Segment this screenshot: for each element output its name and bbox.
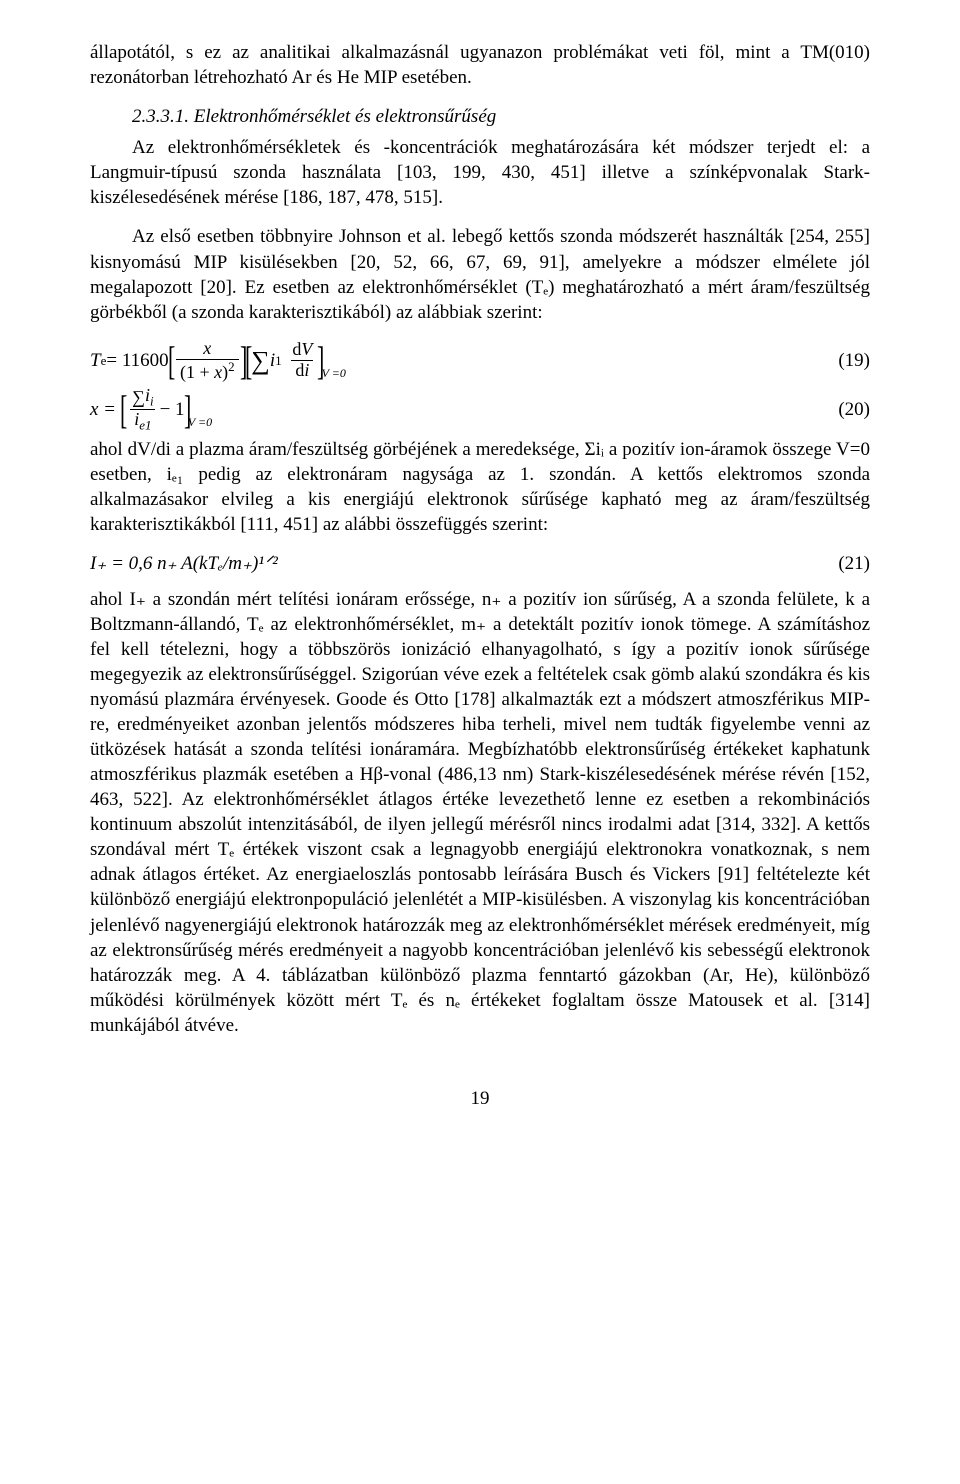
eq20-bracket-sub: V =0 — [188, 392, 212, 428]
paragraph-intro: állapotától, s ez az analitikai alkalmaz… — [90, 40, 870, 90]
page-number: 19 — [90, 1086, 870, 1111]
eq19-dV-V: V — [301, 339, 312, 359]
bracket-open-icon: [ — [245, 343, 252, 379]
sigma-icon: ∑ — [132, 387, 145, 407]
eq19-T: T — [90, 348, 101, 373]
eq20-sum-sub: i — [150, 394, 154, 409]
eq19-dV-d: d — [292, 339, 301, 359]
bracket-close-icon: ] — [184, 392, 191, 428]
eq19-sum-sub: 1 — [275, 352, 282, 369]
eq19-bracket-sub: V =0 — [322, 343, 346, 379]
eq19-di-i: i — [304, 360, 309, 380]
paragraph-2a: Az elektronhőmérsékletek és -koncentráci… — [90, 135, 870, 210]
eq19-di-d: d — [295, 360, 304, 380]
equation-20: x = [ ∑ii ie1 − 1 ] V =0 (20) — [90, 386, 870, 433]
equation-21: I₊ = 0,6 n₊ A(kTₑ/m₊)¹ᐟ² (21) — [90, 551, 870, 576]
eq20-lhs: x = — [90, 397, 116, 422]
eq20-number: (20) — [838, 397, 870, 422]
bracket-close-icon: ] — [317, 343, 324, 379]
eq19-frac1-num: x — [199, 339, 215, 359]
eq21-number: (21) — [838, 551, 870, 576]
eq19-frac1: x (1 + x)2 — [176, 339, 239, 383]
eq19-den-sup: 2 — [228, 359, 235, 374]
eq19-den-pre: (1 + — [180, 362, 214, 382]
eq19-frac2-num: dV — [288, 340, 316, 360]
paragraph-2b: Az első esetben többnyire Johnson et al.… — [90, 224, 870, 324]
equation-19: Te = 11600 [ x (1 + x)2 ] [ ∑ i1 dV di ]… — [90, 339, 870, 383]
eq20-frac-den: ie1 — [130, 409, 155, 433]
eq20-frac: ∑ii ie1 — [128, 386, 157, 433]
eq19-frac1-den: (1 + x)2 — [176, 359, 239, 383]
eq20-minus: − 1 — [160, 397, 185, 422]
eq20-den-sub: e1 — [139, 418, 151, 433]
paragraph-4: ahol I₊ a szondán mért telítési ionáram … — [90, 587, 870, 1038]
eq19-frac2-den: di — [291, 360, 313, 381]
bracket-open-icon: [ — [168, 343, 175, 379]
eq19-number: (19) — [838, 348, 870, 373]
paragraph-3: ahol dV/di a plazma áram/feszültség görb… — [90, 437, 870, 537]
section-heading: 2.3.3.1. Elektronhőmérséklet és elektron… — [90, 104, 870, 129]
eq20-frac-num: ∑ii — [128, 386, 157, 409]
eq19-frac2: dV di — [288, 340, 316, 381]
eq19-den-var: x — [214, 362, 222, 382]
eq19-equals: = 11600 — [106, 348, 168, 373]
bracket-open-icon: [ — [120, 392, 127, 428]
eq21-text: I₊ = 0,6 n₊ A(kTₑ/m₊)¹ᐟ² — [90, 551, 278, 576]
